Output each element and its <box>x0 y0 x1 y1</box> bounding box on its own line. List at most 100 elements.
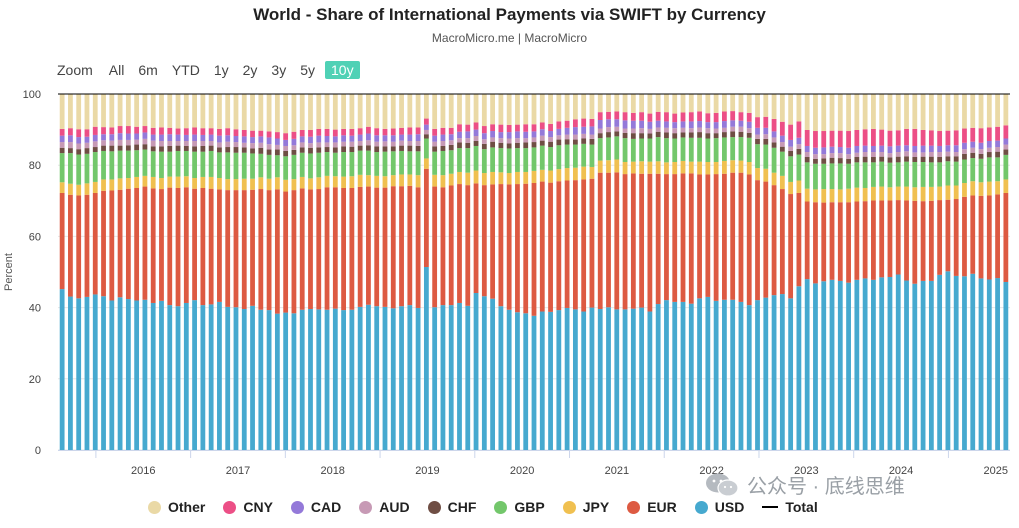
bar-chf[interactable] <box>76 149 82 155</box>
bar-other[interactable] <box>159 94 164 128</box>
bar-aud[interactable] <box>879 152 885 157</box>
bar-chf[interactable] <box>904 156 909 162</box>
bar-cad[interactable] <box>829 146 835 154</box>
bar-other[interactable] <box>175 94 181 129</box>
bar-gbp[interactable] <box>937 162 943 187</box>
bar-eur[interactable] <box>846 202 851 283</box>
bar-usd[interactable] <box>142 299 148 450</box>
bar-gbp[interactable] <box>324 152 330 176</box>
bar-other[interactable] <box>821 94 827 132</box>
bar-jpy[interactable] <box>597 160 603 173</box>
bar-usd[interactable] <box>962 276 967 450</box>
bar-other[interactable] <box>796 94 802 122</box>
bar-jpy[interactable] <box>274 177 280 190</box>
bar-chf[interactable] <box>763 138 769 145</box>
bar-cad[interactable] <box>217 135 222 143</box>
bar-usd[interactable] <box>928 280 934 450</box>
bar-usd[interactable] <box>266 310 272 450</box>
bar-cny[interactable] <box>291 131 297 139</box>
bar-gbp[interactable] <box>490 147 496 172</box>
bar-jpy[interactable] <box>912 187 918 201</box>
bar-cad[interactable] <box>349 135 355 142</box>
bar-usd[interactable] <box>308 309 313 450</box>
bar-aud[interactable] <box>415 140 421 146</box>
bar-eur[interactable] <box>432 186 438 308</box>
bar-cny[interactable] <box>788 124 794 140</box>
bar-other[interactable] <box>871 94 876 129</box>
bar-usd[interactable] <box>225 306 231 450</box>
bar-other[interactable] <box>366 94 371 127</box>
bar-gbp[interactable] <box>399 150 404 175</box>
bar-jpy[interactable] <box>258 177 264 190</box>
bar-cad[interactable] <box>357 134 363 141</box>
legend-item-cad[interactable]: CAD <box>290 499 341 515</box>
bar-aud[interactable] <box>357 140 363 146</box>
bar-chf[interactable] <box>572 139 578 145</box>
bar-eur[interactable] <box>937 200 943 275</box>
bar-chf[interactable] <box>506 143 512 149</box>
bar-gbp[interactable] <box>945 161 951 186</box>
bar-cny[interactable] <box>928 130 934 146</box>
bar-cad[interactable] <box>688 121 694 129</box>
bar-gbp[interactable] <box>423 138 429 159</box>
bar-cny[interactable] <box>225 128 231 136</box>
bar-eur[interactable] <box>291 190 297 314</box>
bar-chf[interactable] <box>705 133 711 139</box>
bar-gbp[interactable] <box>125 150 131 179</box>
bar-cad[interactable] <box>225 135 231 142</box>
bar-eur[interactable] <box>101 190 106 297</box>
bar-other[interactable] <box>117 94 123 127</box>
bar-aud[interactable] <box>134 139 140 145</box>
bar-other[interactable] <box>349 94 355 129</box>
bar-cad[interactable] <box>117 133 123 140</box>
bar-gbp[interactable] <box>614 136 620 160</box>
bar-aud[interactable] <box>192 140 197 147</box>
bar-usd[interactable] <box>200 305 206 450</box>
bar-jpy[interactable] <box>432 174 438 187</box>
bar-cad[interactable] <box>183 134 189 141</box>
bar-cny[interactable] <box>473 122 479 130</box>
bar-other[interactable] <box>415 94 421 128</box>
bar-usd[interactable] <box>854 279 860 450</box>
bar-chf[interactable] <box>887 157 893 163</box>
bar-cad[interactable] <box>771 131 777 138</box>
bar-gbp[interactable] <box>175 150 181 177</box>
bar-aud[interactable] <box>755 134 760 139</box>
bar-eur[interactable] <box>125 188 131 300</box>
bar-chf[interactable] <box>912 157 918 162</box>
bar-usd[interactable] <box>175 306 181 450</box>
bar-gbp[interactable] <box>920 162 926 187</box>
bar-usd[interactable] <box>672 301 678 450</box>
bar-aud[interactable] <box>515 138 520 143</box>
bar-gbp[interactable] <box>498 148 504 173</box>
bar-usd[interactable] <box>68 296 73 450</box>
bar-other[interactable] <box>755 94 760 118</box>
bar-eur[interactable] <box>200 187 206 306</box>
bar-usd[interactable] <box>407 305 413 450</box>
bar-cad[interactable] <box>283 139 289 146</box>
bar-chf[interactable] <box>366 145 371 151</box>
bar-eur[interactable] <box>705 174 711 297</box>
bar-aud[interactable] <box>523 138 529 143</box>
bar-eur[interactable] <box>308 189 313 310</box>
bar-eur[interactable] <box>515 184 520 313</box>
bar-chf[interactable] <box>771 142 777 148</box>
bar-jpy[interactable] <box>457 171 462 185</box>
bar-other[interactable] <box>722 94 727 112</box>
bar-usd[interactable] <box>250 305 255 450</box>
bar-cny[interactable] <box>738 112 744 121</box>
bar-aud[interactable] <box>341 141 346 147</box>
bar-cad[interactable] <box>159 134 164 141</box>
bar-cny[interactable] <box>978 128 984 143</box>
bar-other[interactable] <box>705 94 711 114</box>
bar-usd[interactable] <box>953 275 959 450</box>
bar-jpy[interactable] <box>639 161 645 174</box>
bar-other[interactable] <box>639 94 645 113</box>
bar-chf[interactable] <box>349 146 355 153</box>
bar-aud[interactable] <box>986 147 992 153</box>
bar-eur[interactable] <box>316 189 322 310</box>
bar-aud[interactable] <box>937 152 943 158</box>
bar-cny[interactable] <box>183 128 189 135</box>
bar-other[interactable] <box>713 94 719 113</box>
bar-cny[interactable] <box>622 112 628 121</box>
